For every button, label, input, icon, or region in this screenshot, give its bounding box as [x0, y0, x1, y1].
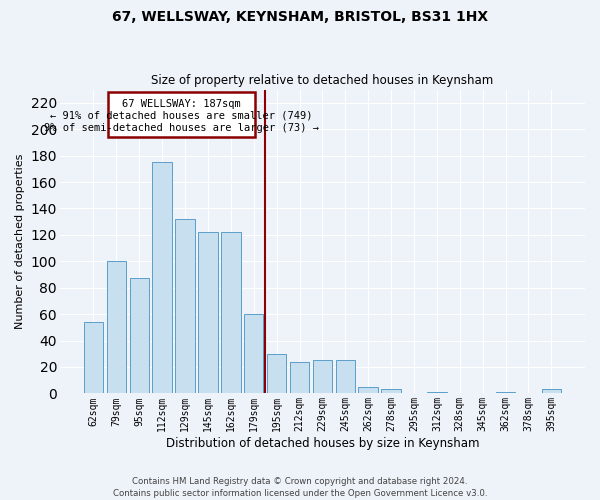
Bar: [107, 262, 126, 394]
Bar: [198, 232, 218, 394]
Text: 9% of semi-detached houses are larger (73) →: 9% of semi-detached houses are larger (7…: [44, 122, 319, 132]
Bar: [221, 232, 241, 394]
Bar: [244, 314, 263, 394]
Bar: [84, 322, 103, 394]
Bar: [496, 392, 515, 394]
Bar: [175, 219, 195, 394]
Text: 67, WELLSWAY, KEYNSHAM, BRISTOL, BS31 1HX: 67, WELLSWAY, KEYNSHAM, BRISTOL, BS31 1H…: [112, 10, 488, 24]
Bar: [313, 360, 332, 394]
Bar: [542, 390, 561, 394]
Bar: [358, 387, 378, 394]
X-axis label: Distribution of detached houses by size in Keynsham: Distribution of detached houses by size …: [166, 437, 479, 450]
Text: ← 91% of detached houses are smaller (749): ← 91% of detached houses are smaller (74…: [50, 110, 313, 120]
Text: Contains HM Land Registry data © Crown copyright and database right 2024.
Contai: Contains HM Land Registry data © Crown c…: [113, 476, 487, 498]
Bar: [290, 362, 309, 394]
Y-axis label: Number of detached properties: Number of detached properties: [15, 154, 25, 329]
Bar: [427, 392, 446, 394]
Bar: [382, 390, 401, 394]
Bar: [267, 354, 286, 394]
Bar: [152, 162, 172, 394]
Bar: [130, 278, 149, 394]
FancyBboxPatch shape: [109, 92, 255, 137]
Title: Size of property relative to detached houses in Keynsham: Size of property relative to detached ho…: [151, 74, 494, 87]
Text: 67 WELLSWAY: 187sqm: 67 WELLSWAY: 187sqm: [122, 99, 241, 109]
Bar: [335, 360, 355, 394]
